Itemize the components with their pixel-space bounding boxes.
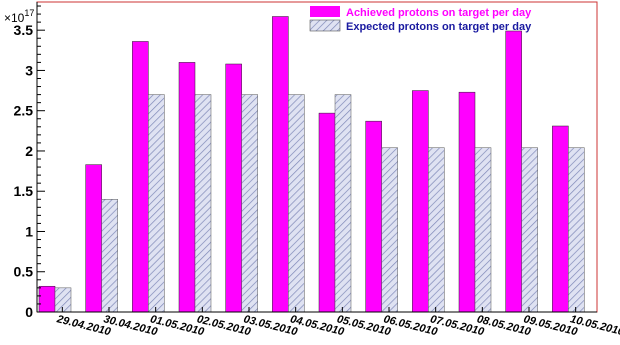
bar-expected-3 — [194, 94, 212, 313]
y-tick-label: 0 — [25, 304, 33, 320]
bar-achieved-11 — [552, 125, 569, 313]
bar-expected-4 — [241, 94, 258, 313]
y-tick-label: 3.5 — [14, 22, 34, 38]
x-tick-label: 10.05.2010 — [569, 313, 620, 338]
legend-swatch-achieved — [310, 6, 340, 17]
bar-achieved-2 — [132, 41, 149, 313]
bar-achieved-6 — [318, 112, 336, 313]
bar-achieved-10 — [505, 30, 522, 313]
bar-expected-9 — [474, 147, 492, 313]
bar-expected-1 — [101, 199, 118, 313]
y-tick-label: 1.5 — [14, 183, 34, 199]
bar-expected-0 — [54, 287, 72, 313]
y-axis: 0 0.5 1 1.5 2 2.5 3 3.5 — [14, 2, 45, 320]
bar-achieved-4 — [225, 63, 242, 313]
y-multiplier-exponent: 17 — [24, 8, 34, 18]
bar-achieved-3 — [178, 62, 196, 313]
bar-expected-5 — [288, 94, 305, 313]
legend: Achieved protons on target per day Expec… — [309, 6, 532, 33]
y-tick-label: 1 — [25, 223, 33, 239]
legend-label-expected: Expected protons on target per day — [346, 21, 532, 33]
legend-swatch-expected — [309, 19, 341, 32]
bar-achieved-8 — [412, 90, 429, 313]
bar-group — [38, 16, 585, 313]
y-tick-label: 2.5 — [14, 103, 34, 119]
y-multiplier-base: ×10 — [4, 11, 25, 25]
bar-achieved-9 — [458, 91, 476, 313]
bar-expected-6 — [334, 94, 352, 313]
x-axis: 29.04.201030.04.201001.05.201002.05.2010… — [37, 307, 620, 338]
y-tick-label: 2 — [25, 143, 33, 159]
bar-achieved-1 — [85, 164, 102, 313]
y-tick-label: 0.5 — [14, 264, 34, 280]
bar-expected-10 — [521, 147, 538, 313]
bar-expected-11 — [568, 147, 585, 313]
bar-achieved-7 — [365, 120, 382, 313]
bar-expected-8 — [428, 147, 445, 313]
bar-expected-7 — [381, 147, 398, 313]
bar-expected-2 — [148, 94, 165, 313]
legend-label-achieved: Achieved protons on target per day — [346, 7, 532, 19]
bar-achieved-0 — [38, 285, 56, 313]
y-multiplier-label: ×1017 — [4, 8, 34, 25]
bar-achieved-5 — [272, 16, 289, 313]
y-tick-label: 3 — [25, 62, 33, 78]
